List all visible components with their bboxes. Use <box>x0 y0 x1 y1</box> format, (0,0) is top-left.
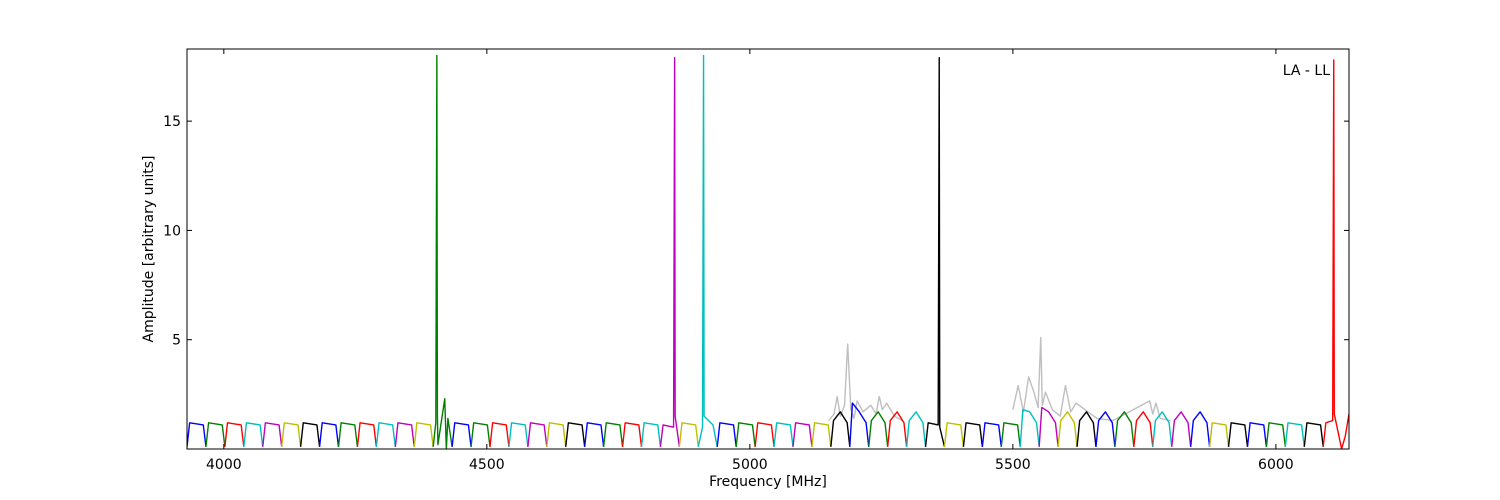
x-axis-label: Frequency [MHz] <box>709 474 827 490</box>
y-tick-label: 15 <box>163 114 181 130</box>
spectrum-line <box>886 411 908 447</box>
spectrum-line <box>1322 59 1349 449</box>
spectrum-line <box>375 422 397 447</box>
spectrum-line <box>830 411 851 447</box>
spectrum-line <box>224 422 245 447</box>
spectrum-line <box>1057 411 1078 447</box>
spectrum-line <box>262 422 283 447</box>
spectrum-line <box>1208 422 1230 447</box>
spectrum-line <box>280 422 302 447</box>
spectrum-line <box>1227 422 1249 447</box>
spectrum-line <box>754 422 775 447</box>
spectrum-line <box>924 57 946 447</box>
y-axis-label: Amplitude [arbitrary units] <box>141 156 157 343</box>
spectrum-line <box>451 422 472 447</box>
spectrum-line <box>943 422 965 447</box>
spectrum-line <box>432 54 453 449</box>
spectrum-line <box>1303 422 1324 447</box>
spectrum-line <box>735 422 756 447</box>
spectrum-line <box>1000 422 1021 447</box>
spectrum-line <box>565 422 586 447</box>
spectrum-line <box>1189 411 1211 447</box>
spectrum-line <box>1284 422 1305 447</box>
spectrum-line <box>187 422 207 447</box>
spectrum-line <box>318 422 340 447</box>
spectrum-line <box>1114 411 1135 447</box>
spectrum-line <box>773 422 794 447</box>
x-tick-label: 4500 <box>469 457 505 473</box>
annotation: LA - LL <box>1283 63 1330 79</box>
spectrum-line <box>697 54 718 447</box>
spectrum-line <box>962 422 984 447</box>
spectrum-line <box>1038 406 1059 447</box>
spectrum-line <box>1246 422 1268 447</box>
spectrum-line <box>394 422 415 447</box>
spectrum-line <box>1076 411 1097 447</box>
spectrum-line <box>792 422 813 447</box>
plot-area <box>187 54 1349 449</box>
spectrum-line <box>1265 422 1287 447</box>
spectrum-line <box>849 402 870 447</box>
y-tick-label: 5 <box>172 333 181 349</box>
spectrum-line <box>640 422 662 447</box>
spectrum-line <box>1133 411 1154 447</box>
x-tick-label: 5000 <box>732 457 768 473</box>
spectrum-line <box>621 422 643 447</box>
spectrum-line <box>508 422 529 447</box>
spectrum-line <box>868 411 889 447</box>
spectrum-line <box>1095 411 1116 447</box>
spectrum-line <box>659 57 681 447</box>
spectrum-line <box>489 422 510 447</box>
x-tick-label: 4000 <box>206 457 242 473</box>
spectrum-line <box>546 422 567 447</box>
spectrum-line <box>413 422 434 447</box>
spectrum-line <box>602 422 624 447</box>
x-tick-label: 6000 <box>1258 457 1294 473</box>
x-tick-label: 5500 <box>995 457 1031 473</box>
y-tick-label: 10 <box>163 223 181 239</box>
spectrum-line <box>811 422 832 447</box>
spectrum-line <box>905 411 927 447</box>
spectrum-line <box>583 422 605 447</box>
spectrum-line <box>243 422 264 447</box>
spectrum-line <box>470 422 491 447</box>
spectrum-line <box>205 422 226 447</box>
spectrum-line <box>299 422 321 447</box>
spectrum-line <box>527 422 548 447</box>
spectrum-line <box>678 422 699 447</box>
spectrum-line <box>716 422 737 447</box>
spectrum-line <box>356 422 378 447</box>
spectrum-line <box>1019 408 1040 447</box>
spectrum-line <box>1152 411 1173 447</box>
spectrum-line <box>828 336 1171 422</box>
spectrum-line <box>1171 411 1192 447</box>
spectrum-line <box>337 422 359 447</box>
axes-frame <box>186 48 1350 450</box>
spectrum-line <box>981 422 1002 447</box>
